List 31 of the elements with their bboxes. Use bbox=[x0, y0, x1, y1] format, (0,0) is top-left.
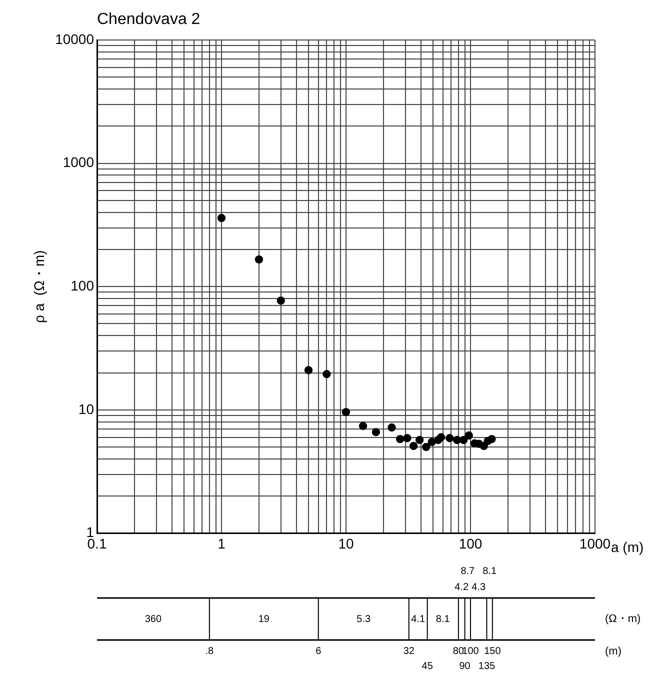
x-tick-label: 100 bbox=[458, 535, 482, 552]
text: (m) bbox=[605, 646, 622, 658]
text: 150 bbox=[484, 646, 502, 657]
category-label: 19 bbox=[258, 614, 270, 625]
text: 6 bbox=[316, 646, 322, 657]
x-tick-label: 10 bbox=[338, 535, 354, 552]
category-label: 8.1 bbox=[436, 614, 450, 625]
text: 80 bbox=[452, 646, 464, 657]
y-tick-label: 10 bbox=[78, 400, 94, 417]
text: 32 bbox=[403, 646, 415, 657]
x-tick-label: 1000 bbox=[579, 535, 611, 552]
category-label: 4.1 bbox=[411, 614, 426, 625]
text: 45 bbox=[422, 660, 434, 672]
x-axis-title: a (m) bbox=[611, 539, 644, 556]
text: 135 bbox=[478, 660, 496, 672]
x-tick-label: 1 bbox=[218, 535, 226, 552]
category-label: 8.1 bbox=[482, 566, 497, 577]
category-label: 8.7 bbox=[460, 566, 476, 577]
text: 90 bbox=[459, 660, 471, 672]
y-tick-label: 10000 bbox=[55, 30, 94, 47]
chart-title: Chendovava 2 bbox=[97, 11, 200, 28]
category-label: 360 bbox=[144, 614, 162, 625]
category-label: 5.3 bbox=[356, 614, 372, 625]
text: 100 bbox=[462, 646, 480, 657]
y-axis-title: ρ a (Ω・m) bbox=[30, 250, 47, 324]
category-label: 4.3 bbox=[472, 582, 486, 593]
y-tick-label: 100 bbox=[70, 277, 94, 294]
text: .8 bbox=[205, 646, 214, 657]
category-label: 4.2 bbox=[454, 582, 470, 593]
y-tick-label: 1000 bbox=[62, 154, 94, 170]
text: (Ω・m) bbox=[605, 613, 641, 626]
